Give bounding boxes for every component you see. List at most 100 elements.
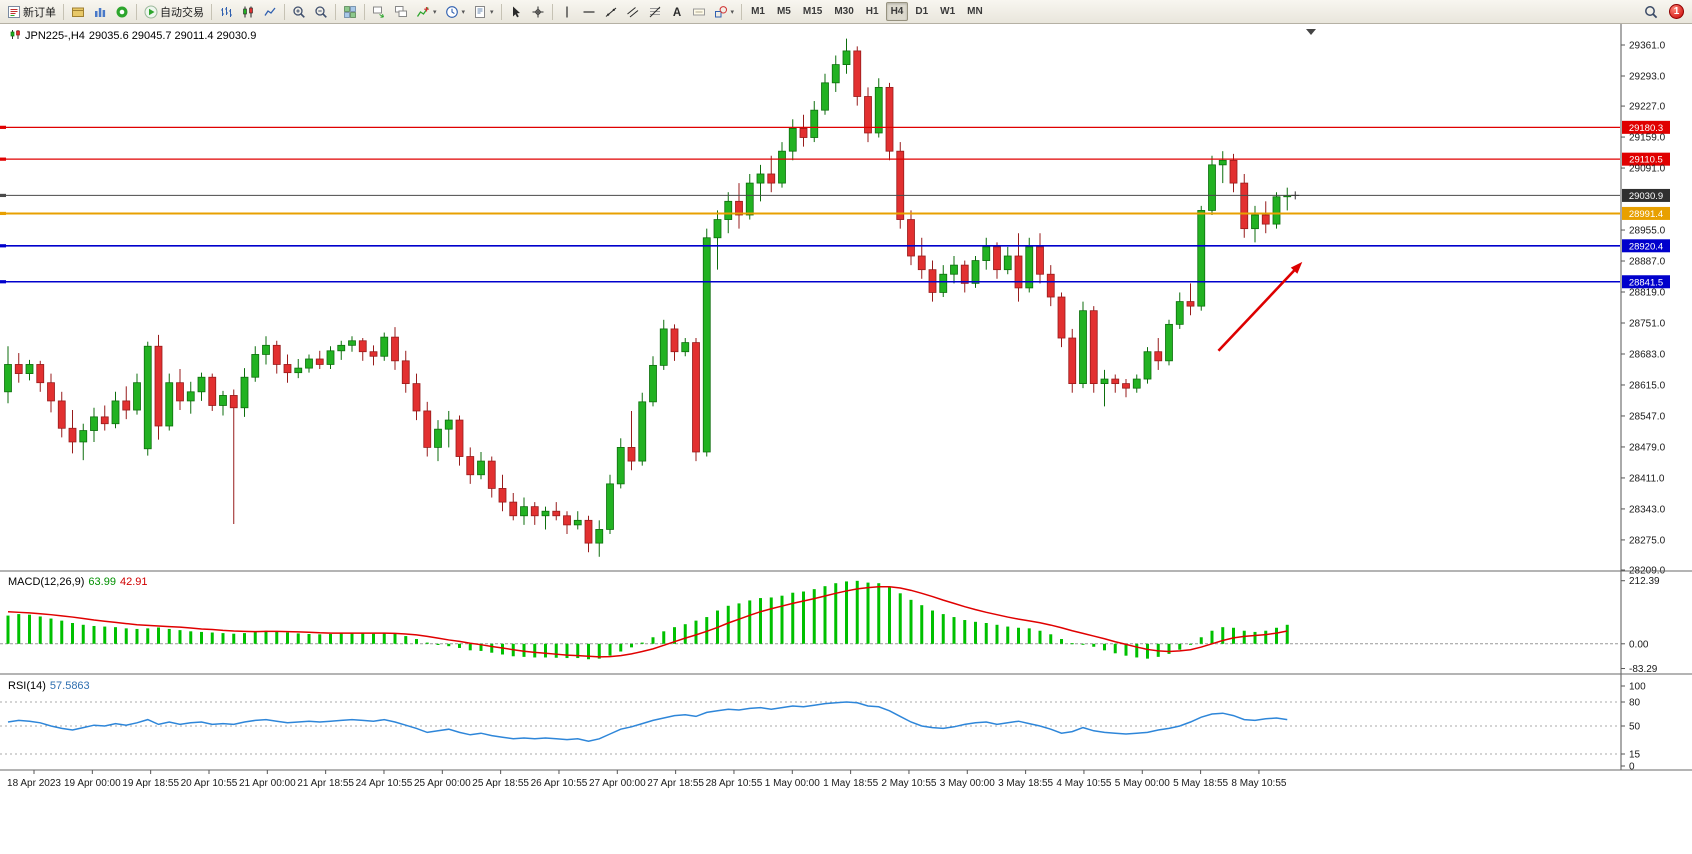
svg-text:A: A [672, 7, 680, 19]
equidistant-channel-button[interactable] [622, 2, 644, 22]
market-icon [93, 5, 107, 19]
time-axis-label: 25 Apr 00:00 [414, 778, 471, 789]
line-chart-button[interactable] [259, 2, 281, 22]
line-anchor [0, 280, 6, 284]
chart-title: JPN225-,H4 29035.6 29045.7 29011.4 29030… [10, 29, 256, 43]
price-axis-label: 28887.0 [1629, 257, 1666, 268]
macd-axis-label: -83.29 [1629, 664, 1658, 675]
cursor-button[interactable] [505, 2, 527, 22]
time-axis-label: 3 May 00:00 [940, 778, 995, 789]
price-tag: 28841.5 [1622, 275, 1670, 288]
candlestick-chart-button[interactable] [237, 2, 259, 22]
text-label-button[interactable] [688, 2, 710, 22]
time-axis-label: 3 May 18:55 [998, 778, 1053, 789]
timeframe-button-m30[interactable]: M30 [829, 2, 858, 21]
timeframe-button-mn[interactable]: MN [962, 2, 988, 21]
price-axis-label: 28819.0 [1629, 288, 1666, 299]
periods-button[interactable]: ▾ [441, 2, 470, 22]
macd-signal-line [7, 586, 1288, 658]
channel-icon [626, 5, 640, 19]
toolbar-separator [284, 3, 285, 20]
vertical-line-button[interactable] [556, 2, 578, 22]
templates-button[interactable]: ▾ [469, 2, 498, 22]
bars-icon [219, 5, 233, 19]
auto-trading-button[interactable]: 自动交易 [140, 2, 208, 22]
hline-icon [582, 5, 596, 19]
rsi-axis-label: 0 [1629, 762, 1635, 773]
line-anchor [0, 193, 6, 198]
indicators-button[interactable]: ▾ [412, 2, 441, 22]
text-icon: A [670, 5, 684, 19]
price-tag: 28920.4 [1622, 239, 1670, 253]
toolbar: 新订单 自动交易 ▾ ▾ ▾ A ▾ M1 M5 M15 M30 H1 H4 D1 W1 MN 1 [0, 0, 1692, 24]
auto-trading-button-label: 自动交易 [160, 6, 204, 19]
rsi-axis-label: 100 [1629, 682, 1646, 693]
timeframe-button-w1[interactable]: W1 [935, 2, 960, 21]
price-tag: 29030.9 [1622, 188, 1670, 202]
market-watch-button[interactable] [89, 2, 111, 22]
tline-icon [604, 5, 618, 19]
profile-icon [71, 5, 85, 19]
toolbar-separator [741, 3, 743, 20]
time-axis-label: 4 May 10:55 [1056, 778, 1111, 789]
time-axis-label: 19 Apr 00:00 [64, 778, 121, 789]
svg-text:29110.5: 29110.5 [1629, 155, 1663, 166]
rsi-label: RSI(14) 57.5863 [8, 680, 90, 692]
zoom-out-button[interactable] [310, 2, 332, 22]
chart-canvas[interactable]: 29180.3 29110.5 29030.9 28991.4 28920.4 28841… [0, 24, 1692, 854]
fibo-icon [648, 5, 662, 19]
timeframe-button-h4[interactable]: H4 [885, 2, 909, 21]
toolbar-separator [63, 3, 64, 20]
timeframe-button-h1[interactable]: H1 [861, 2, 884, 21]
shapes-icon [714, 5, 728, 19]
price-axis-label: 28615.0 [1629, 380, 1666, 391]
svg-text:28991.4: 28991.4 [1629, 209, 1663, 220]
timeframe-button-m1[interactable]: M1 [746, 2, 770, 21]
fibonacci-button[interactable] [644, 2, 666, 22]
search-icon [1644, 5, 1658, 19]
line-anchor [0, 211, 6, 216]
crosshair-button[interactable] [527, 2, 549, 22]
trend-arrow[interactable] [1217, 265, 1300, 352]
tile-windows-button[interactable] [339, 2, 361, 22]
zoom-in-button[interactable] [288, 2, 310, 22]
cascade-windows-button[interactable] [390, 2, 412, 22]
timeframe-button-m15[interactable]: M15 [798, 2, 827, 21]
cascade-icon [394, 5, 408, 19]
chevron-down-icon: ▾ [461, 8, 466, 16]
notification-badge[interactable]: 1 [1669, 4, 1684, 19]
horizontal-line-button[interactable] [578, 2, 600, 22]
time-axis-label: 25 Apr 18:55 [472, 778, 529, 789]
auto-arrange-button[interactable] [368, 2, 390, 22]
new-order-button[interactable]: 新订单 [3, 2, 60, 22]
svg-text:28920.4: 28920.4 [1629, 241, 1663, 252]
time-axis-label: 20 Apr 10:55 [181, 778, 238, 789]
macd-axis-label: 212.39 [1629, 576, 1660, 587]
rsi-axis-label: 80 [1629, 698, 1641, 709]
price-tag: 29180.3 [1622, 120, 1670, 134]
community-button[interactable] [111, 2, 133, 22]
search-button[interactable] [1640, 2, 1662, 22]
timeframe-button-m5[interactable]: M5 [772, 2, 796, 21]
toolbar-separator [335, 3, 336, 20]
price-tag: 29110.5 [1622, 152, 1670, 166]
toolbar-separator [551, 3, 553, 20]
toolbar-separator [211, 3, 212, 20]
label-icon [692, 5, 706, 19]
timeframe-button-d1[interactable]: D1 [910, 2, 933, 21]
candles-icon [241, 5, 255, 19]
bar-chart-button[interactable] [215, 2, 237, 22]
macd-name: MACD(12,26,9) [8, 576, 85, 588]
time-axis-label: 24 Apr 10:55 [356, 778, 413, 789]
trendline-button[interactable] [600, 2, 622, 22]
macd-axis-label: 0.00 [1629, 639, 1649, 650]
zoom-out-icon [314, 5, 328, 19]
profile-button[interactable] [67, 2, 89, 22]
time-axis-label: 1 May 00:00 [765, 778, 820, 789]
tile-icon [343, 5, 357, 19]
time-axis-label: 26 Apr 10:55 [531, 778, 588, 789]
shapes-button[interactable]: ▾ [710, 2, 739, 22]
text-button[interactable]: A [666, 2, 688, 22]
macd-label: MACD(12,26,9) 63.99 42.91 [8, 576, 147, 588]
scroll-to-end-marker[interactable] [1306, 29, 1316, 35]
